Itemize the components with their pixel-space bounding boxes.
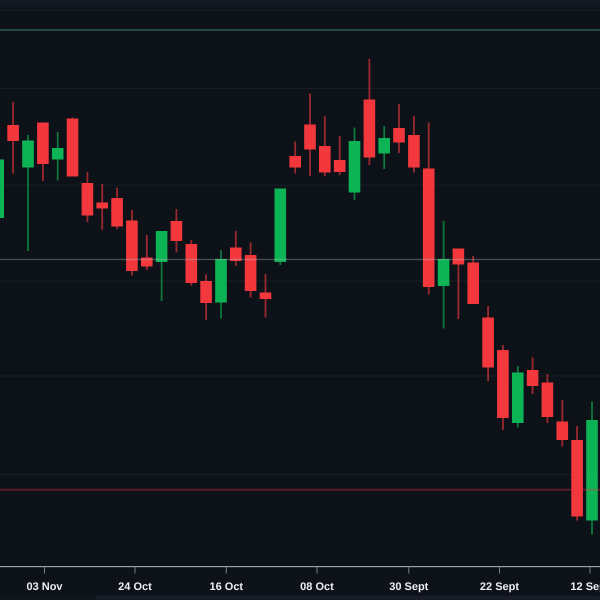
svg-text:30 Sept: 30 Sept xyxy=(389,581,428,593)
svg-text:08 Oct: 08 Oct xyxy=(300,581,334,593)
svg-text:12 Sept: 12 Sept xyxy=(570,581,600,593)
svg-text:16 Oct: 16 Oct xyxy=(209,581,243,593)
svg-text:03 Nov: 03 Nov xyxy=(26,581,63,593)
svg-text:24 Oct: 24 Oct xyxy=(118,581,152,593)
svg-text:22 Sept: 22 Sept xyxy=(480,581,519,593)
